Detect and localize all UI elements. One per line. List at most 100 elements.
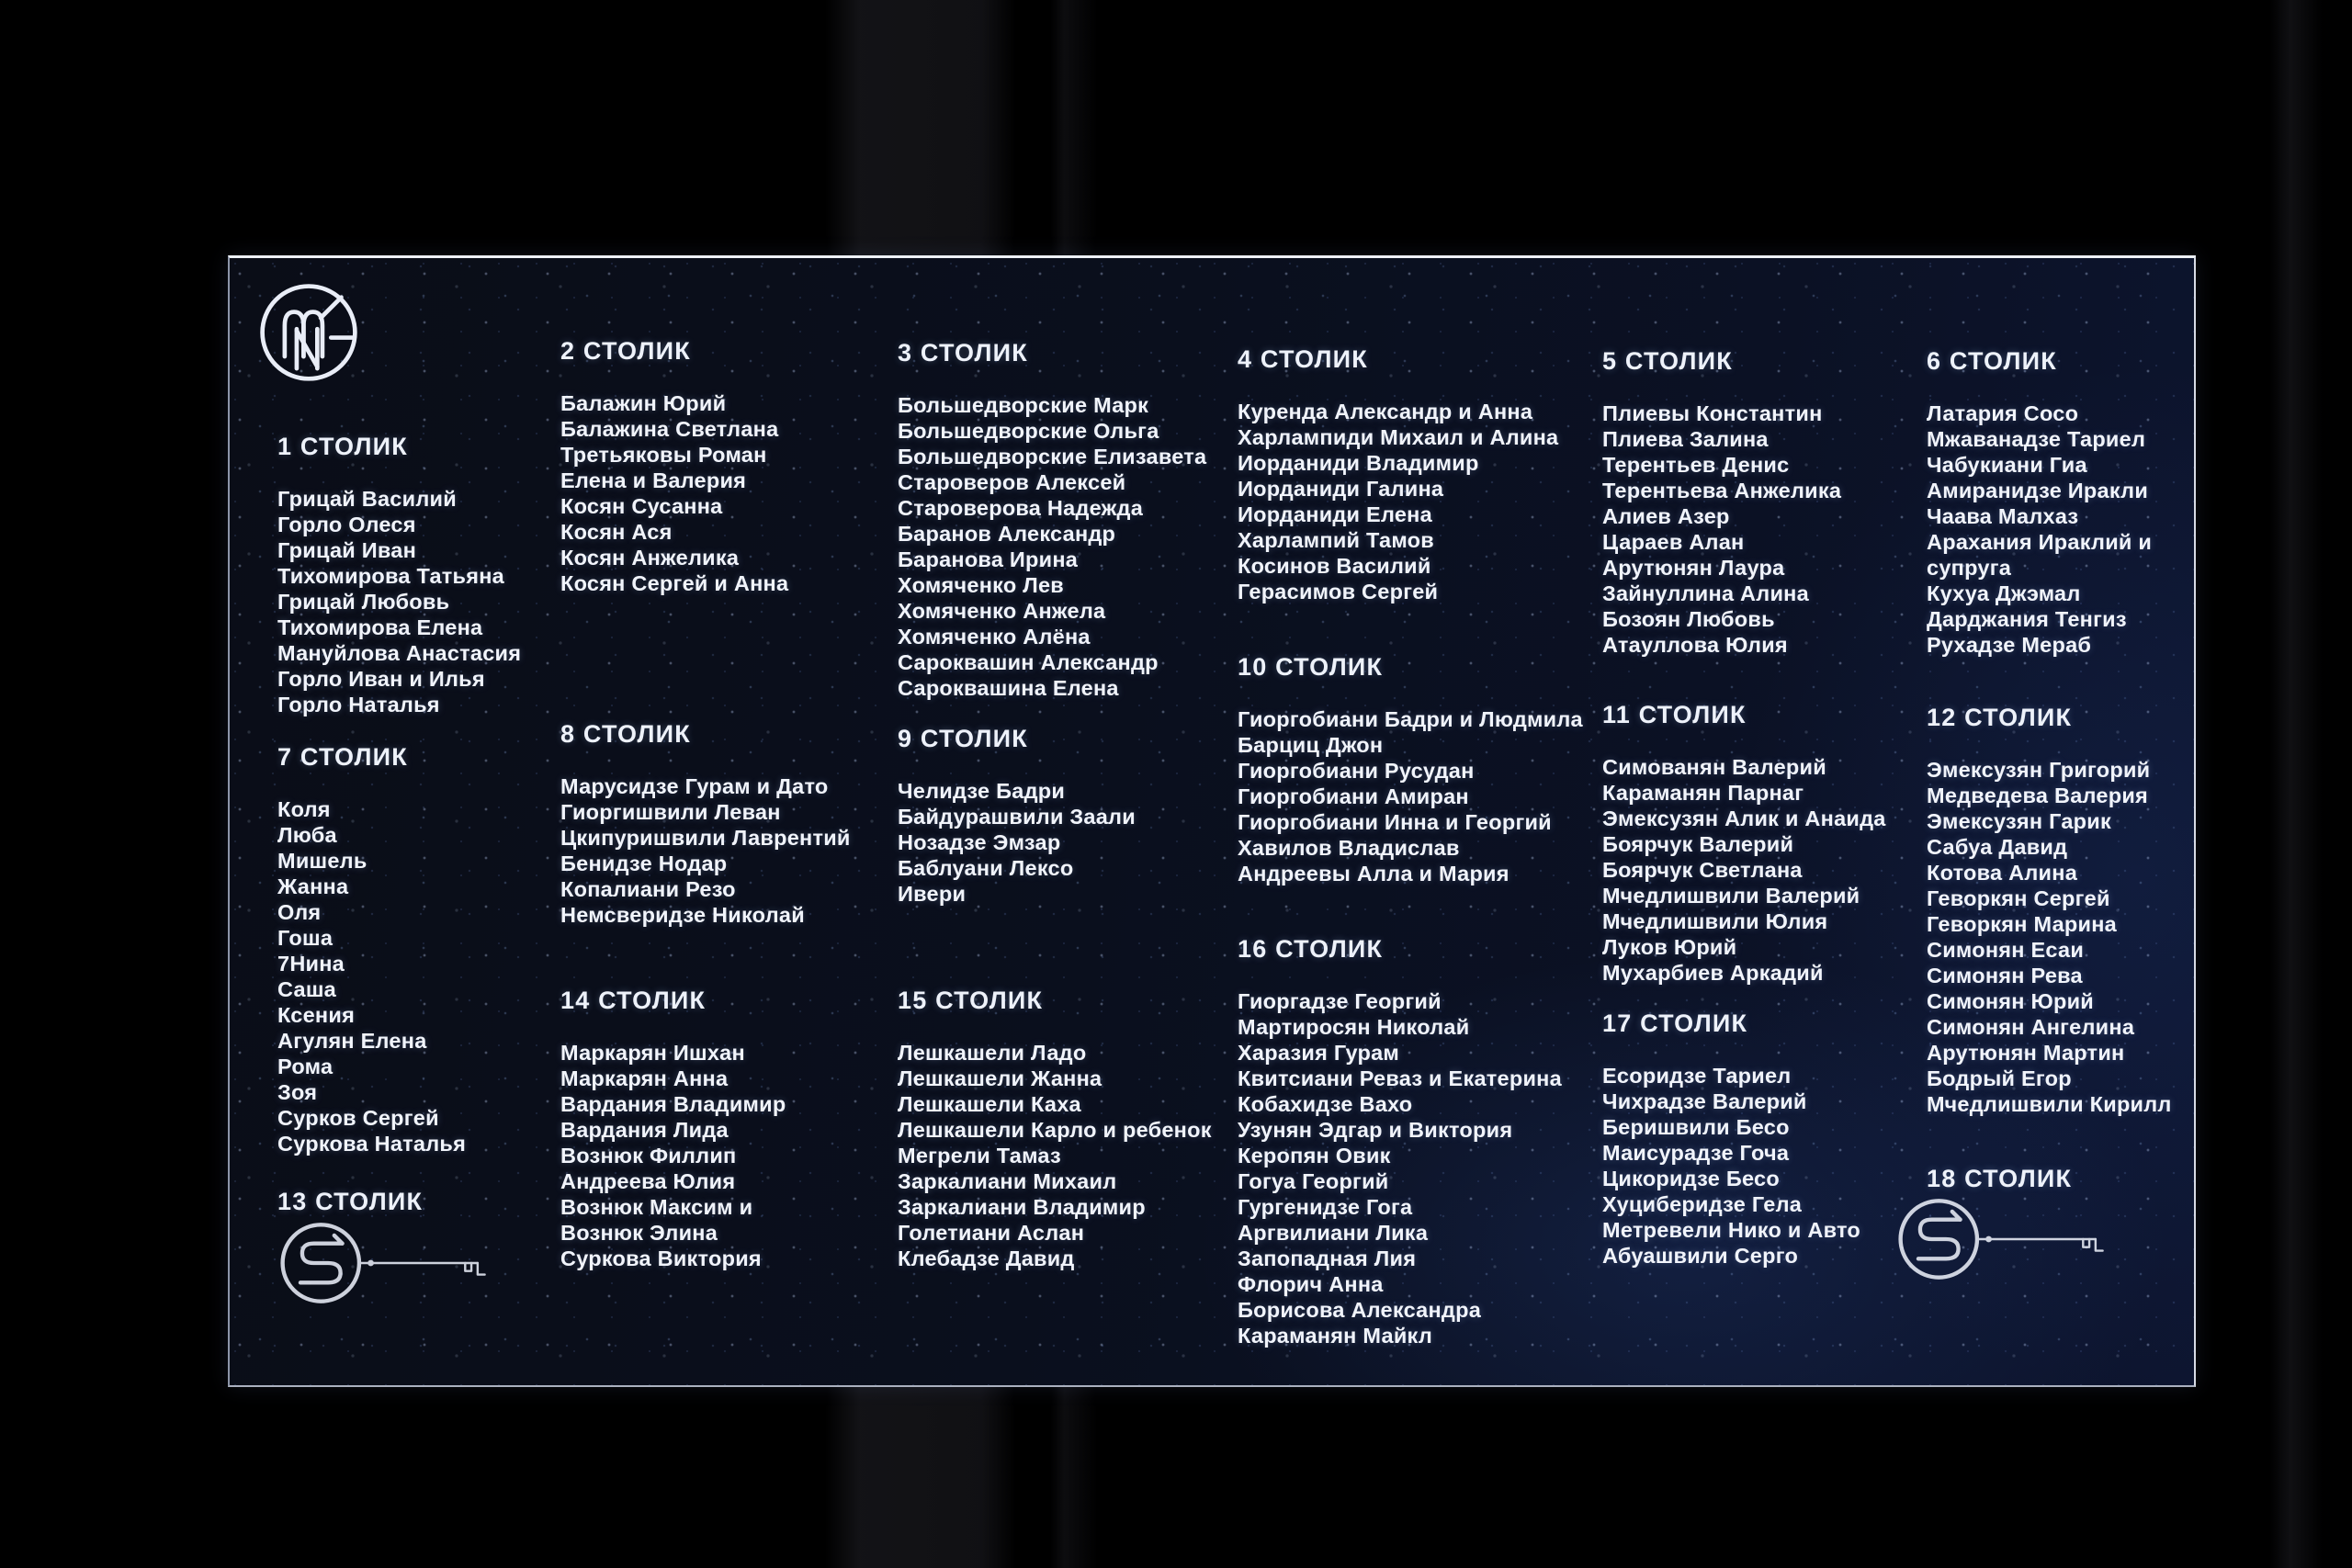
guest-name: Кухуа Джэмал	[1927, 581, 2081, 605]
guest-name: Узунян Эдгар и Виктория	[1238, 1118, 1513, 1142]
guest-name: Запопадная Лия	[1238, 1247, 1417, 1270]
table-title: 17 СТОЛИК	[1602, 1010, 1748, 1037]
guest-name: Лешкашели Каха	[898, 1092, 1081, 1116]
guest-name: Сабуа Давид	[1927, 835, 2068, 859]
guest-name: Гургенидзе Гога	[1238, 1195, 1413, 1219]
guest-name: Боярчук Валерий	[1602, 832, 1794, 856]
guest-name: Большедворские Марк	[898, 393, 1149, 417]
guest-name: 7Нина	[277, 952, 345, 976]
guest-name: Мчедлишвили Юлия	[1602, 909, 1828, 933]
guest-name: Вардания Лида	[560, 1118, 729, 1142]
guest-name: Метревели Нико и Авто	[1602, 1218, 1861, 1242]
guest-name: Бодрый Егор	[1927, 1066, 2072, 1090]
guest-name: Сароквашин Александр	[898, 650, 1159, 674]
table-title: 1 СТОЛИК	[277, 433, 408, 460]
table-title: 9 СТОЛИК	[898, 725, 1028, 752]
guest-name: Зайнуллина Алина	[1602, 581, 1809, 605]
guest-names-list: Челидзе Бадри Байдурашвили Заали Нозадзе Э…	[898, 778, 1136, 907]
table-title: 6 СТОЛИК	[1927, 347, 2057, 375]
guest-names-list: Эмексузян Григорий Медведева Валерия Эмекс…	[1927, 757, 2172, 1117]
guest-name: Беришвили Бесо	[1602, 1115, 1790, 1139]
table-3-section: 3 СТОЛИК Большедворские Марк Большедворск…	[898, 339, 1206, 701]
table-title: 7 СТОЛИК	[277, 743, 408, 771]
guest-names-list: Грицай Василий Горло Олеся Грицай Иван Тихо…	[277, 486, 521, 717]
guest-name: Сурков Сергей	[277, 1106, 439, 1130]
guest-name: Горло Иван и Илья	[277, 667, 485, 691]
guest-name: Плиевы Константин	[1602, 401, 1823, 425]
table-15-section: 15 СТОЛИК Лешкашели Ладо Лешкашели Жанна Л…	[898, 987, 1212, 1271]
guest-name: Баблуани Лексо	[898, 856, 1074, 880]
guest-name: Андреева Юлия	[560, 1169, 736, 1193]
guest-name: Барциц Джон	[1238, 733, 1384, 757]
guest-name: Голетиани Аслан	[898, 1221, 1085, 1245]
guest-names-list: Латария Сосо Мжаванадзе Тариел Чабукиани Г…	[1927, 400, 2152, 658]
guest-name: Заркалиани Михаил	[898, 1169, 1117, 1193]
guest-name: Мчедлишвили Кирилл	[1927, 1092, 2172, 1116]
table-title: 16 СТОЛИК	[1238, 935, 1384, 963]
guest-name: Бозоян Любовь	[1602, 607, 1775, 631]
guest-name: Маисурадзе Гоча	[1602, 1141, 1790, 1165]
table-title: 15 СТОЛИК	[898, 987, 1044, 1014]
guest-name: Косинов Василий	[1238, 554, 1431, 578]
guest-name: Агулян Елена	[277, 1029, 427, 1053]
guest-name: Аргвилиани Лика	[1238, 1221, 1429, 1245]
guest-names-list: Балажин Юрий Балажина Светлана Третьяковы …	[560, 390, 788, 596]
table-title: 5 СТОЛИК	[1602, 347, 1733, 375]
guest-name: Чихрадзе Валерий	[1602, 1089, 1807, 1113]
guest-name: Гиоргишвили Леван	[560, 800, 781, 824]
guest-name: Суркова Виктория	[560, 1247, 762, 1270]
guest-name: Симонян Рева	[1927, 964, 2083, 987]
guest-name: Саша	[277, 977, 336, 1001]
guest-name: Эмексузян Алик и Анаида	[1602, 807, 1886, 830]
guest-name: Цикоридзе Бесо	[1602, 1167, 1780, 1190]
guest-name: Котова Алина	[1927, 861, 2078, 885]
table-title: 11 СТОЛИК	[1602, 701, 1747, 728]
guest-name: Горло Наталья	[277, 693, 440, 716]
guest-names-list: Маркарян Ишхан Маркарян Анна Вардания Влад…	[560, 1040, 786, 1271]
guest-name: Балажина Светлана	[560, 417, 779, 441]
table-5-section: 5 СТОЛИК Плиевы Константин Плиева Залина Т…	[1602, 347, 1841, 658]
guest-name: Лешкашели Карло и ребенок	[898, 1118, 1212, 1142]
guest-name: Абуашвили Серго	[1602, 1244, 1799, 1268]
guest-name: Гиоргобиани Русудан	[1238, 759, 1475, 783]
guest-name: Иорданиди Галина	[1238, 477, 1444, 501]
guest-name: Люба	[277, 823, 337, 847]
guest-name: Большедворские Елизавета	[898, 445, 1207, 468]
guest-name: Иорданиди Елена	[1238, 502, 1432, 526]
guest-name: Мартиросян Николай	[1238, 1015, 1470, 1039]
guest-name: Гиоргадзе Георгий	[1238, 989, 1442, 1013]
guest-name: Горло Олеся	[277, 513, 416, 536]
guest-name: Куренда Александр и Анна	[1238, 400, 1533, 423]
guest-names-list: Симованян Валерий Караманян Парнаг Эмексуз…	[1602, 754, 1886, 986]
guest-name: Флорич Анна	[1238, 1272, 1384, 1296]
table-title: 12 СТОЛИК	[1927, 704, 2073, 731]
guest-name: Лешкашели Ладо	[898, 1041, 1087, 1065]
guest-name: Вардания Владимир	[560, 1092, 786, 1116]
guest-name: Караманян Майкл	[1238, 1324, 1433, 1348]
guest-name: Бенидзе Нодар	[560, 852, 728, 875]
guest-name: Мануйлова Анастасия	[277, 641, 522, 665]
mng-monogram-icon	[257, 276, 360, 387]
table-8-section: 8 СТОЛИК Марусидзе Гурам и Дато Гиоргишви…	[560, 720, 851, 928]
guest-name: Лешкашели Жанна	[898, 1066, 1102, 1090]
guest-name: Староверова Надежда	[898, 496, 1144, 520]
table-18-section: 18 СТОЛИК	[1927, 1165, 2072, 1218]
guest-names-list: Гиоргобиани Бадри и Людмила Барциц Джон Ги…	[1238, 706, 1583, 886]
table-17-section: 17 СТОЛИК Есоридзе Тариел Чихрадзе Валери…	[1602, 1010, 1860, 1269]
guest-name: Вознюк Филлип	[560, 1144, 737, 1168]
guest-name: Гоша	[277, 926, 334, 950]
guest-name: Мишель	[277, 849, 368, 873]
guest-name: Ивери	[898, 882, 967, 906]
guest-name: Караманян Парнаг	[1602, 781, 1804, 805]
table-2-section: 2 СТОЛИК Балажин Юрий Балажина Светлана Тр…	[560, 337, 788, 596]
guest-names-list: Лешкашели Ладо Лешкашели Жанна Лешкашели К…	[898, 1040, 1212, 1271]
guest-name: Гогуа Георгий	[1238, 1169, 1389, 1193]
guest-name: Иорданиди Владимир	[1238, 451, 1479, 475]
guest-name: Геворкян Марина	[1927, 912, 2117, 936]
guest-name: Гиоргобиани Бадри и Людмила	[1238, 707, 1583, 731]
guest-names-list: Коля Люба Мишель Жанна Оля Гоша 7Нина Саша Ксени…	[277, 796, 466, 1156]
table-title: 3 СТОЛИК	[898, 339, 1028, 367]
seating-board: 1 СТОЛИК Грицай Василий Горло Олеся Грицай…	[228, 255, 2196, 1387]
guest-name: Заркалиани Владимир	[898, 1195, 1146, 1219]
